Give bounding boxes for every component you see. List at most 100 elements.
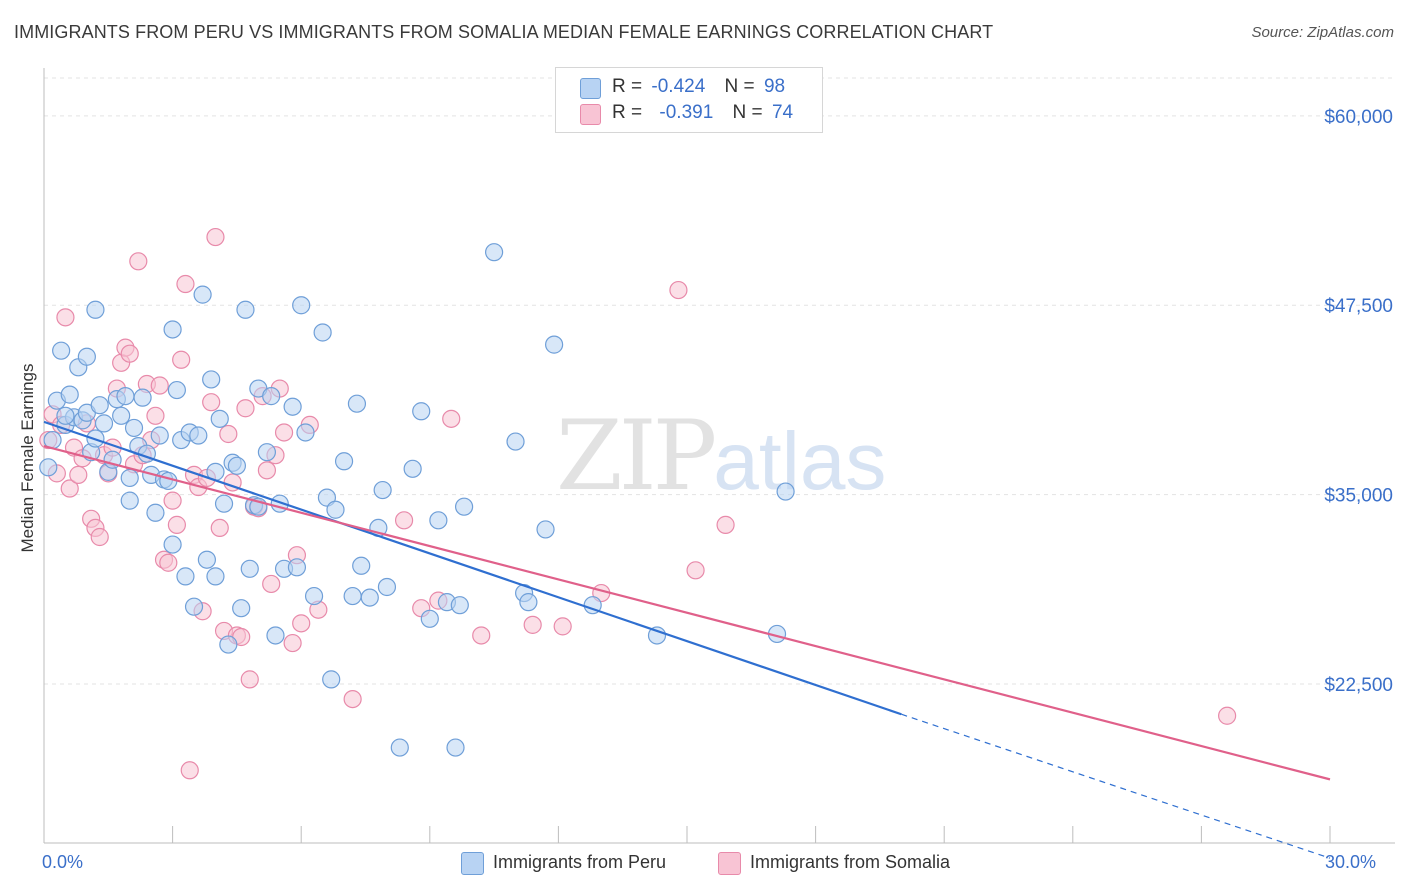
somalia-point — [150, 376, 169, 395]
somalia-point — [472, 626, 491, 645]
somalia-point — [394, 511, 414, 530]
y-tick-label: $22,500 — [1324, 675, 1393, 696]
peru-point — [120, 468, 139, 488]
peru-point — [176, 567, 195, 586]
somalia-n-label: N = — [732, 102, 763, 123]
peru-n-label: N = — [724, 76, 755, 97]
somalia-point — [553, 617, 572, 636]
peru-point — [210, 409, 229, 428]
peru-point — [347, 394, 367, 413]
somalia-trend-line — [43, 445, 1331, 781]
peru-n-value: 98 — [763, 76, 786, 97]
bottom-legend-peru-swatch — [461, 852, 484, 875]
peru-point — [429, 511, 448, 530]
somalia-point — [219, 424, 238, 444]
peru-point — [519, 593, 538, 612]
somalia-point — [90, 527, 109, 547]
peru-point — [536, 520, 555, 539]
peru-point — [150, 426, 169, 445]
peru-point — [266, 626, 285, 645]
peru-point — [454, 497, 474, 516]
somalia-point — [56, 308, 75, 327]
peru-point — [403, 459, 422, 478]
somalia-swatch — [580, 104, 601, 125]
peru-point — [214, 494, 234, 513]
peru-point — [206, 567, 225, 586]
peru-point — [373, 480, 392, 500]
peru-point — [56, 406, 75, 425]
somalia-point — [159, 553, 178, 572]
correlation-legend: R = -0.424 N = 98 R = -0.391 N = 74 — [555, 67, 823, 133]
peru-point — [86, 300, 105, 319]
somalia-point — [69, 465, 88, 484]
peru-point — [133, 388, 152, 407]
peru-point — [189, 426, 208, 445]
y-tick-label: $47,500 — [1324, 296, 1393, 317]
watermark-zip: ZIP — [556, 400, 717, 512]
peru-point — [232, 599, 251, 618]
peru-point — [94, 414, 114, 433]
somalia-point — [180, 761, 199, 780]
somalia-point — [262, 574, 281, 594]
x-tick-label-max: 30.0% — [1325, 852, 1377, 872]
somalia-point — [1218, 706, 1237, 725]
somalia-point — [669, 280, 688, 300]
peru-point — [313, 323, 332, 342]
peru-point — [193, 285, 212, 304]
peru-point — [202, 370, 221, 389]
peru-swatch — [580, 78, 601, 99]
peru-point — [60, 385, 79, 404]
somalia-r-label: R = — [612, 102, 643, 123]
peru-point — [360, 588, 379, 607]
peru-point — [167, 380, 186, 400]
bottom-legend-peru-label: Immigrants from Peru — [493, 852, 667, 872]
somalia-point — [523, 615, 542, 634]
peru-trend-extension — [901, 713, 1331, 859]
peru-point — [287, 558, 307, 577]
peru-point — [257, 443, 277, 462]
somalia-point — [442, 409, 461, 428]
peru-point — [116, 387, 135, 406]
peru-point — [197, 550, 216, 569]
somalia-point — [206, 227, 225, 247]
somalia-point — [60, 479, 79, 498]
somalia-point — [283, 633, 302, 653]
peru-point — [124, 418, 144, 438]
peru-point — [412, 402, 431, 421]
peru-point — [219, 635, 238, 654]
peru-point — [420, 609, 439, 628]
watermark: ZIPatlas — [556, 400, 886, 512]
peru-point — [163, 320, 182, 339]
y-tick-label: $60,000 — [1324, 107, 1393, 128]
peru-point — [39, 458, 58, 477]
somalia-point — [202, 393, 221, 412]
peru-point — [283, 397, 302, 416]
bottom-legend-somalia-swatch — [718, 852, 741, 875]
somalia-n-value: 74 — [771, 102, 794, 123]
somalia-point — [172, 350, 191, 369]
somalia-point — [240, 670, 259, 689]
peru-point — [227, 456, 246, 475]
peru-point — [120, 491, 139, 510]
somalia-point — [236, 399, 255, 418]
somalia-point — [274, 423, 294, 442]
peru-point — [326, 500, 345, 519]
peru-point — [77, 347, 96, 366]
peru-point — [352, 556, 371, 575]
peru-point — [240, 559, 259, 578]
somalia-point — [163, 491, 182, 510]
source-label: Source: ZipAtlas.com — [1251, 24, 1394, 41]
peru-point — [334, 452, 354, 471]
bottom-legend-somalia-label: Immigrants from Somalia — [750, 852, 951, 872]
peru-point — [163, 535, 182, 554]
peru-point — [146, 503, 165, 522]
peru-point — [506, 432, 525, 451]
peru-point — [485, 243, 504, 262]
peru-trend-line — [43, 420, 902, 716]
peru-point — [292, 296, 311, 315]
peru-point — [90, 396, 109, 415]
somalia-point — [292, 614, 311, 633]
watermark-atlas: atlas — [713, 416, 887, 507]
y-tick-label: $35,000 — [1324, 486, 1393, 507]
